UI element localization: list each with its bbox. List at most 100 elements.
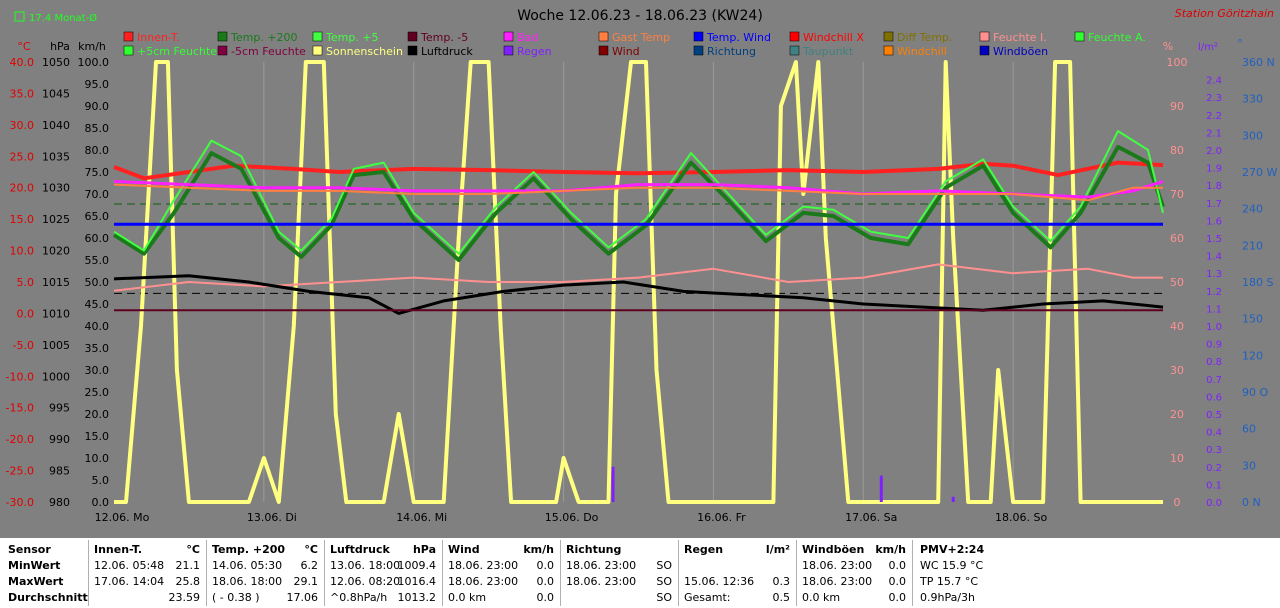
dir-tick-label: 30 (1242, 459, 1256, 472)
temp-tick-label: -20.0 (6, 433, 34, 446)
rain-tick-label: 0.6 (1206, 392, 1222, 403)
legend-label: Gast Temp (612, 31, 670, 44)
legend-label: Windböen (993, 45, 1048, 58)
legend-swatch (123, 45, 134, 56)
rain-tick-label: 1.7 (1206, 199, 1222, 210)
dir-tick-label: 120 (1242, 349, 1263, 362)
max-date: 18.06. 23:00 (448, 575, 519, 588)
legend-swatch (123, 31, 134, 42)
stats-column: Wind km/h 18.06. 23:00 0.0 18.06. 23:00 0.0 0.… (442, 538, 560, 608)
min-date: 12.06. 05:48 (94, 559, 165, 572)
legend-label: Temp. Wind (706, 31, 771, 44)
legend-label: Luftdruck (421, 45, 473, 58)
kmh-tick-label: 90.0 (85, 100, 110, 113)
day-label: 13.06. Di (247, 511, 297, 524)
kmh-tick-label: 40.0 (85, 320, 110, 333)
rain-tick-label: 0.0 (1206, 498, 1222, 509)
legend-label: Temp. +5 (325, 31, 379, 44)
legend-label: -5cm Feuchte (231, 45, 306, 58)
min-value: SO (656, 559, 672, 572)
plot-area (112, 60, 1165, 504)
weather-chart: Woche 12.06.23 - 18.06.23 (KW24) Station… (0, 0, 1280, 538)
hpa-tick-label: 1015 (42, 276, 70, 289)
column-name: Temp. +200 (212, 543, 286, 556)
temp-tick-label: -15.0 (6, 402, 34, 415)
column-name: Richtung (566, 543, 622, 556)
min-value: 6.2 (300, 559, 319, 572)
min-value: 21.1 (175, 559, 201, 572)
chart-legend: Innen-T. Temp. +200 Temp. +5 Temp. -5 Bad Gas… (123, 31, 1146, 58)
kmh-tick-label: 50.0 (85, 276, 110, 289)
legend-swatch (217, 31, 228, 42)
max-row-label: MaxWert (8, 575, 64, 588)
avg-date: 0.0 km (448, 591, 487, 604)
pct-tick-label: 60 (1170, 232, 1184, 245)
kmh-tick-label: 0.0 (92, 496, 110, 509)
hpa-axis-unit: hPa (50, 40, 70, 53)
hpa-tick-label: 995 (49, 402, 70, 415)
rain-tick-label: 0.1 (1206, 480, 1222, 491)
hpa-tick-label: 1010 (42, 307, 70, 320)
series-line (113, 183, 1163, 202)
legend-swatch (407, 45, 418, 56)
hpa-tick-label: 1040 (42, 119, 70, 132)
rain-bar (611, 466, 615, 502)
rain-bar (951, 496, 955, 502)
avg-value: 1013.2 (397, 591, 437, 604)
legend-swatch (789, 45, 800, 56)
temp-tick-label: -5.0 (13, 339, 34, 352)
legend-label: Feuchte I. (993, 31, 1047, 44)
row-label-column: Sensor MinWert MaxWert Durchschnitt (0, 538, 88, 608)
hpa-tick-label: 1045 (42, 87, 70, 100)
column-unit: °C (304, 543, 318, 556)
rain-tick-label: 2.4 (1206, 76, 1222, 87)
column-unit: l/m² (765, 543, 790, 556)
legend-swatch (693, 31, 704, 42)
stats-table: Sensor MinWert MaxWert Durchschnitt Inne… (0, 538, 1280, 608)
legend-swatch (1074, 31, 1085, 42)
hpa-tick-label: 1050 (42, 56, 70, 69)
day-label: 15.06. Do (545, 511, 599, 524)
temp-tick-label: 40.0 (10, 56, 35, 69)
rain-tick-label: 1.1 (1206, 304, 1222, 315)
min-date: 18.06. 23:00 (566, 559, 637, 572)
temp-tick-label: 10.0 (10, 245, 35, 258)
day-label: 14.06. Mi (396, 511, 447, 524)
chart-background (0, 0, 1280, 538)
kmh-tick-label: 45.0 (85, 298, 110, 311)
legend-swatch (407, 31, 418, 42)
max-date: 12.06. 08:20 (330, 575, 401, 588)
column-name: Regen (684, 543, 724, 556)
kmh-tick-label: 10.0 (85, 452, 110, 465)
dir-tick-label: 360 N (1242, 56, 1275, 69)
kmh-tick-label: 95.0 (85, 78, 110, 91)
month-avg-marker (14, 11, 25, 22)
rain-tick-label: 1.3 (1206, 269, 1222, 280)
temp-tick-label: 35.0 (10, 87, 35, 100)
hpa-tick-label: 1035 (42, 150, 70, 163)
rain-tick-label: 1.6 (1206, 216, 1222, 227)
day-label: 12.06. Mo (95, 511, 150, 524)
kmh-tick-label: 60.0 (85, 232, 110, 245)
dir-tick-label: 90 O (1242, 386, 1268, 399)
rain-tick-label: 1.4 (1206, 252, 1222, 263)
legend-swatch (598, 45, 609, 56)
temp-tick-label: 5.0 (17, 276, 35, 289)
rain-tick-label: 1.8 (1206, 181, 1222, 192)
legend-swatch (979, 31, 990, 42)
kmh-tick-label: 85.0 (85, 122, 110, 135)
kmh-tick-label: 5.0 (92, 474, 110, 487)
kmh-tick-label: 30.0 (85, 364, 110, 377)
temp-tick-label: 15.0 (10, 213, 35, 226)
rain-tick-label: 1.9 (1206, 164, 1222, 175)
dir-axis-unit: ° (1237, 37, 1243, 50)
stats-column: Windböen km/h 18.06. 23:00 0.0 18.06. 23:00 0… (796, 538, 912, 608)
hpa-tick-label: 990 (49, 433, 70, 446)
month-avg-label: 17.4 Monat-Ø (29, 12, 97, 24)
legend-swatch (598, 31, 609, 42)
legend-label: Sonnenschein (326, 45, 403, 58)
min-value: 1009.4 (397, 559, 437, 572)
dir-tick-label: 330 (1242, 93, 1263, 106)
legend-swatch (789, 31, 800, 42)
column-unit: km/h (875, 543, 906, 556)
